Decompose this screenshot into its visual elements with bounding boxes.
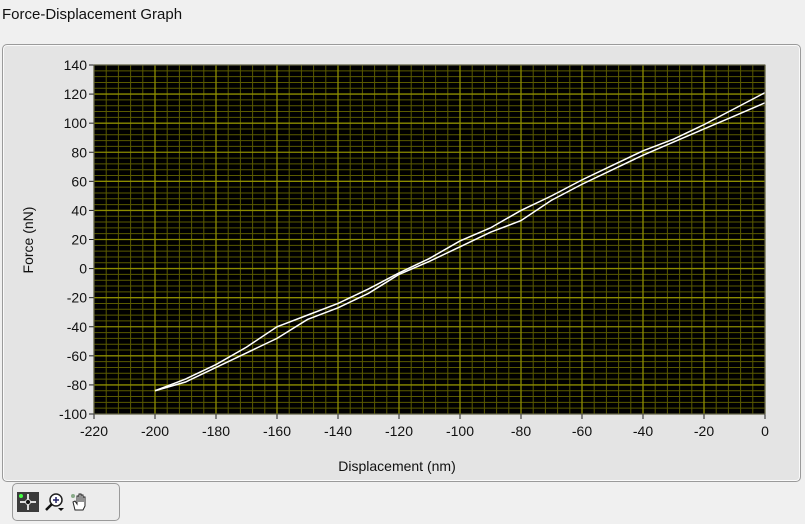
x-tick-label: -140 [324,423,352,439]
plot-border [93,64,766,415]
series-line-1 [154,91,766,392]
y-tick-label: -60 [67,348,87,364]
y-tick-label: 80 [71,144,87,160]
y-tick-label: -40 [67,319,87,335]
y-tick-label: 0 [79,261,87,277]
x-tick-label: -180 [202,423,230,439]
y-tick-label: 40 [71,202,87,218]
x-tick-label: -120 [385,423,413,439]
series-lines [154,91,766,392]
x-tick-label: -60 [572,423,592,439]
x-tick-label: -20 [694,423,714,439]
cursor-crosshair-icon[interactable] [17,492,39,512]
major-grid [93,64,766,415]
x-tick-label: -220 [80,423,108,439]
y-axis-label: Force (nN) [20,207,36,274]
series-line-2 [154,102,766,392]
graph-title: Force-Displacement Graph [2,6,183,23]
y-tick-label: -80 [67,377,87,393]
y-tick-label: -20 [67,290,87,306]
x-axis-label: Displacement (nm) [338,458,455,474]
y-tick-label: 100 [64,115,88,131]
y-tick-label: 120 [64,86,88,102]
y-tick-label: -100 [59,406,87,422]
zoom-icon[interactable] [43,492,65,512]
x-tick-label: -80 [511,423,531,439]
x-tick-label: 0 [761,423,769,439]
x-tick-label: -40 [633,423,653,439]
pan-hand-icon[interactable] [69,492,91,512]
y-tick-label: 60 [71,173,87,189]
axes: -220 -200 -180 -160 -140 -120 -100 -80 -60 -40 -20… [59,57,769,439]
y-tick-label: 20 [71,232,87,248]
x-tick-label: -160 [263,423,291,439]
x-tick-label: -200 [141,423,169,439]
y-tick-label: 140 [64,57,88,73]
graph-palette [12,483,120,521]
x-tick-label: -100 [446,423,474,439]
